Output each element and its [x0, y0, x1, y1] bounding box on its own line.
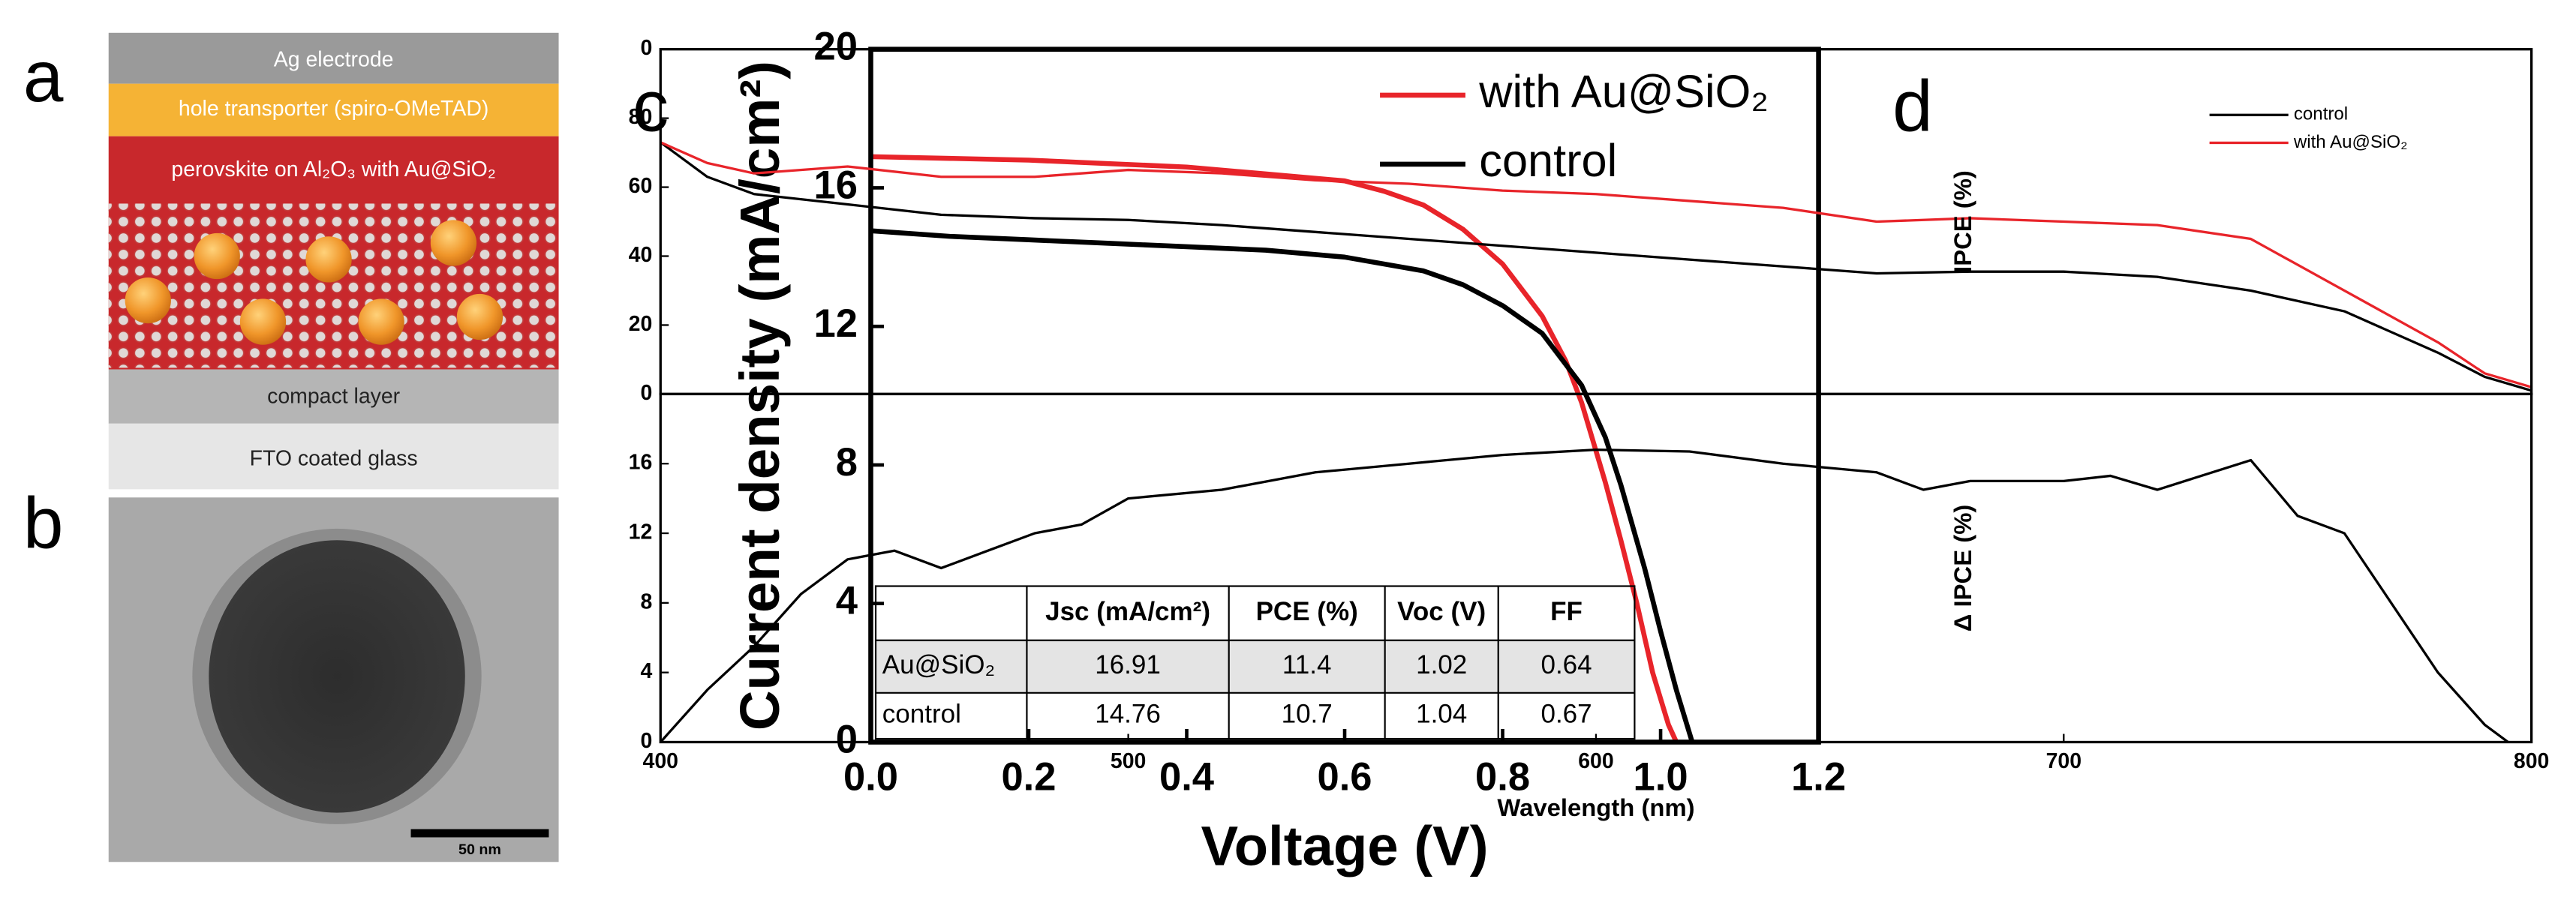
series-line: [870, 228, 1695, 743]
tem-image: 50 nm: [108, 497, 559, 862]
x-tick-label: 1.2: [1791, 754, 1846, 799]
table-cell: control: [882, 700, 961, 729]
mesoporous-layer: [108, 203, 559, 368]
table-header: FF: [1550, 597, 1583, 626]
table-header: Voc (V): [1397, 597, 1486, 626]
layer-label: FTO coated glass: [250, 446, 418, 470]
y-tick-label: 0: [836, 717, 858, 761]
series-line: [660, 448, 2509, 743]
scale-bar-label: 50 nm: [458, 842, 501, 858]
plot: 0 4 8 12 16 20 0.0 0.2 0.4 0.6 0.8 1.0 1.2 with Au@Si…: [729, 25, 1846, 878]
table-cell: 0.67: [1540, 700, 1592, 729]
y-tick-label: 4: [640, 659, 652, 683]
x-axis-label: Wavelength (nm): [1497, 794, 1694, 821]
legend-label: with Au@SiO₂: [1478, 66, 1769, 117]
y-tick-label: 80: [629, 105, 653, 129]
x-tick-label: 0.0: [843, 754, 898, 799]
panel-label: d: [1892, 66, 1933, 146]
x-tick-label: 0.8: [1475, 754, 1530, 799]
series-line: [660, 141, 2532, 392]
legend-label: control: [2294, 104, 2348, 124]
table-bg: [874, 585, 1636, 740]
x-tick-label: 700: [2046, 749, 2082, 773]
layer-label: perovskite on Al₂O₃ with Au@SiO₂: [171, 158, 495, 182]
table-cell: 14.76: [1095, 700, 1161, 729]
particle: [456, 293, 503, 340]
x-tick-label: 500: [1111, 749, 1146, 773]
plot: 0 4 8 12 16 400 500 600 700 800 Δ IPCE (%) Waveleng…: [629, 392, 2549, 821]
x-tick-label: 0.6: [1318, 754, 1372, 799]
series-line: [660, 141, 2532, 388]
particle: [358, 298, 404, 345]
panel-label: a: [23, 37, 64, 117]
y-tick-label: 16: [629, 451, 653, 475]
particle: [239, 298, 287, 345]
core: [209, 540, 465, 813]
table-header: PCE (%): [1256, 597, 1358, 626]
layer-label: Ag electrode: [274, 48, 394, 72]
panel-label: b: [23, 483, 64, 563]
x-tick-label: 0.4: [1159, 754, 1214, 799]
particle: [430, 220, 477, 266]
table-cell: 10.7: [1282, 700, 1333, 729]
y-tick-label: 4: [836, 579, 858, 623]
y-tick-label: 8: [640, 590, 652, 614]
x-tick-label: 0.2: [1001, 754, 1056, 799]
panel-label: c: [633, 66, 669, 146]
table-cell: 11.4: [1282, 650, 1332, 680]
y-tick-label: 16: [814, 163, 858, 207]
particle: [125, 277, 171, 324]
y-tick-label: 20: [629, 312, 653, 336]
y-tick-label: 12: [814, 302, 858, 346]
particle: [194, 232, 240, 280]
plot: 0 20 40 60 80 0 control with Au@SiO₂ IPCE (%): [629, 36, 2533, 405]
legend-label: with Au@SiO₂: [2293, 132, 2408, 152]
x-tick-label: 600: [1578, 749, 1613, 773]
scale-bar: [410, 829, 549, 838]
y-tick-label: 40: [629, 243, 653, 267]
layer: [108, 369, 559, 424]
y-tick-label: 20: [814, 25, 858, 69]
layer: [108, 423, 559, 490]
y-tick-label: 12: [629, 520, 653, 544]
layer: [108, 83, 559, 136]
x-axis-label: Voltage (V): [1201, 815, 1488, 878]
x-tick-label: 800: [2514, 749, 2549, 773]
x-tick-label: 1.0: [1634, 754, 1688, 799]
y-tick-label: 60: [629, 174, 653, 198]
plot-frame: [868, 46, 1821, 745]
table-cell: Au@SiO₂: [882, 650, 995, 680]
y-tick-label: 8: [836, 440, 858, 484]
table-cell: 1.04: [1416, 700, 1467, 729]
legend-label: control: [1479, 135, 1617, 186]
layer-label: hole transporter (spiro-OMeTAD): [179, 97, 489, 121]
y-axis-label: Current density (mA/cm²): [729, 61, 791, 730]
plot-frame: [659, 392, 2533, 744]
y-tick-label: 0: [640, 381, 652, 405]
table-header: Jsc (mA/cm²): [1045, 597, 1210, 626]
x-tick-label: 400: [643, 749, 678, 773]
y-tick-label: 0: [640, 36, 652, 60]
device-schematic: Ag electrode hole transporter (spiro-OMe…: [108, 32, 559, 490]
table-cell: 0.64: [1540, 650, 1592, 680]
table-row-shade: [876, 640, 1635, 693]
layer-label: compact layer: [267, 384, 400, 408]
table-cell: 16.91: [1095, 650, 1161, 680]
y-axis-label: IPCE (%): [1949, 170, 1976, 273]
particle: [305, 236, 352, 283]
y-tick-label: 0: [640, 729, 652, 753]
y-axis-label: Δ IPCE (%): [1949, 505, 1976, 632]
layer: [108, 32, 559, 84]
table-cell: 1.02: [1416, 650, 1467, 680]
